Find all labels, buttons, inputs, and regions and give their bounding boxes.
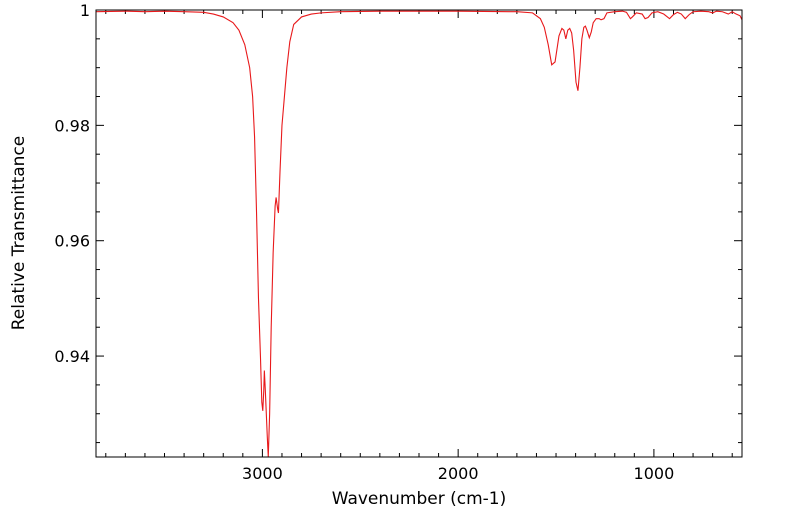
y-tick-label: 0.98 (54, 116, 90, 135)
y-tick-label: 0.94 (54, 347, 90, 366)
tick-labels: 3000 2000 1000 1 0.98 0.96 0.94 (54, 1, 674, 483)
x-axis-label: Wavenumber (cm-1) (332, 489, 507, 509)
plot-area (96, 10, 742, 457)
y-tick-label: 1 (80, 1, 90, 20)
plot-frame (95, 9, 743, 458)
y-axis-label: Relative Transmittance (9, 136, 29, 331)
x-tick-label: 2000 (438, 464, 479, 483)
x-tick-label: 1000 (634, 464, 675, 483)
spectrum-line (95, 10, 743, 458)
x-tick-label: 3000 (242, 464, 283, 483)
y-tick-label: 0.96 (54, 232, 90, 251)
ticks (96, 9, 742, 457)
